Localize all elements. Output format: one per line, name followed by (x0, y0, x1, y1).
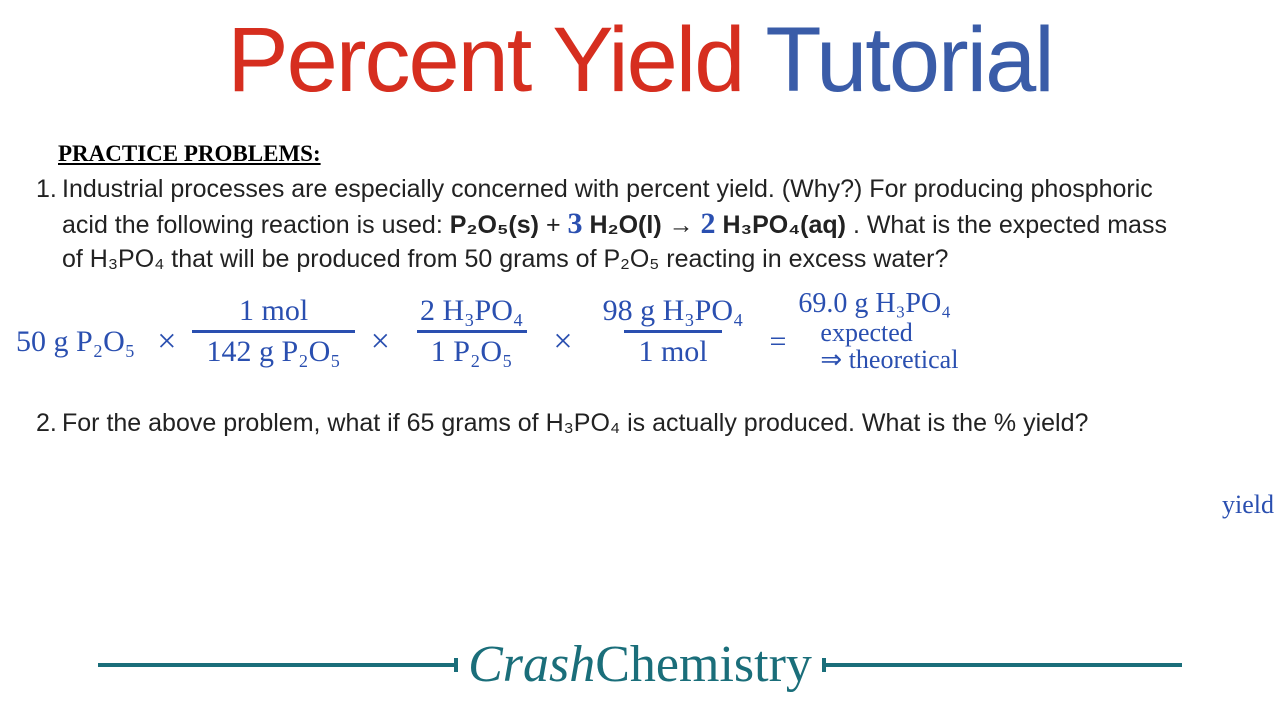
section-header: PRACTICE PROBLEMS: (58, 141, 1280, 167)
page-title: Percent Yield Tutorial (0, 0, 1280, 113)
footer-logo: CrashChemistry (0, 635, 1280, 694)
problem-2-number: 2. (36, 407, 62, 439)
calc-fraction-1: 1 mol 142 g P₂O₅ (192, 294, 354, 369)
calc-fraction-2: 2 H₃PO₄ 1 P₂O₅ (406, 294, 537, 369)
problem-2-text: For the above problem, what if 65 grams … (62, 407, 1240, 439)
title-part-1: Percent Yield (227, 9, 743, 111)
footer-brand: CrashChemistry (468, 635, 812, 694)
problem-1-number: 1. (36, 173, 62, 275)
hand-coef-2: 2 (701, 207, 716, 240)
equation-p2o5: P₂O₅(s) (450, 211, 539, 239)
problem-1: 1. Industrial processes are especially c… (36, 173, 1240, 275)
times-icon: × (361, 301, 400, 361)
problem-2: 2. For the above problem, what if 65 gra… (36, 407, 1240, 439)
problem-1-text: Industrial processes are especially conc… (62, 173, 1240, 275)
footer-rule-right (822, 663, 1182, 667)
calc-fraction-3: 98 g H₃PO₄ 1 mol (589, 294, 758, 369)
footer-rule-left (98, 663, 458, 667)
yield-note: yield (1222, 492, 1274, 518)
handwritten-calculation: 50 g P₂O₅ × 1 mol 142 g P₂O₅ × 2 H₃PO₄ 1… (10, 289, 1280, 373)
calc-result: 69.0 g H₃PO₄ expected ⇒ theoretical (798, 289, 958, 373)
equals-icon: = (764, 303, 793, 359)
title-part-2: Tutorial (765, 9, 1052, 111)
times-icon: × (543, 301, 582, 361)
calc-start: 50 g P₂O₅ (10, 303, 141, 359)
hand-coef-3: 3 (567, 207, 582, 240)
times-icon: × (147, 301, 186, 361)
